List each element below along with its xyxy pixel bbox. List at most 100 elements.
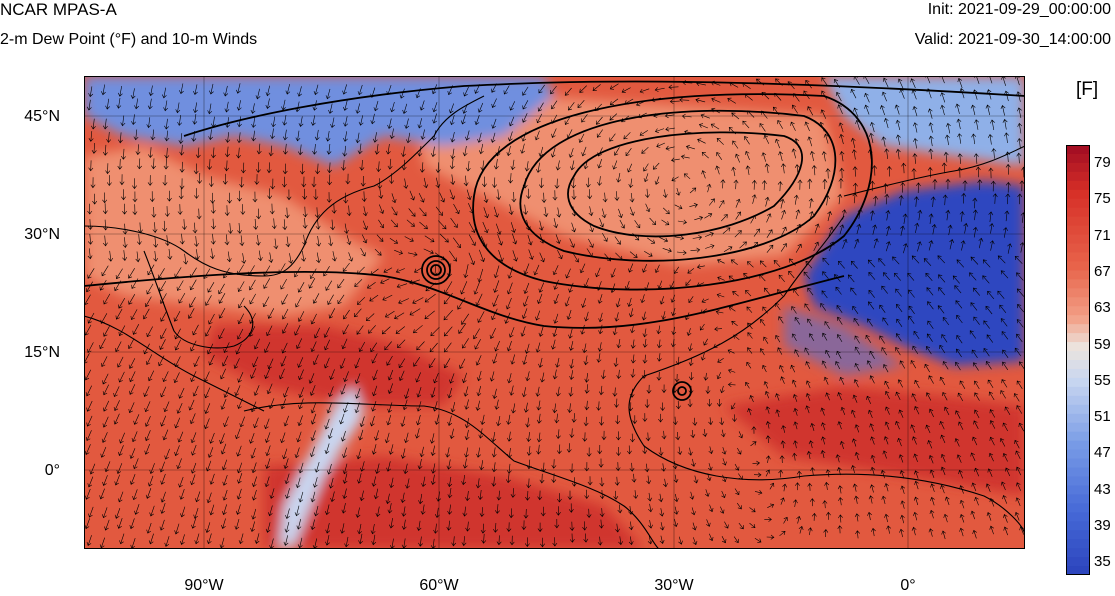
wind-arrow — [678, 536, 683, 545]
wind-arrow — [597, 147, 603, 157]
wind-arrow — [508, 173, 514, 184]
wind-arrow — [679, 97, 690, 103]
colorbar-cell — [1066, 404, 1090, 415]
wind-arrow — [430, 146, 436, 158]
wind-arrow — [614, 398, 619, 408]
wind-arrow — [973, 153, 979, 164]
wind-arrow — [150, 129, 156, 141]
wind-arrow — [851, 149, 857, 160]
wind-arrow — [132, 324, 140, 335]
wind-arrow — [781, 163, 786, 174]
wind-arrow — [838, 122, 844, 133]
wind-arrow — [745, 165, 751, 176]
wind-arrow — [133, 458, 139, 470]
wind-arrow — [179, 233, 185, 245]
wind-arrow — [225, 146, 230, 158]
wind-arrow — [92, 193, 98, 205]
wind-arrow — [942, 316, 950, 326]
wind-arrow — [416, 520, 422, 532]
wind-arrow — [971, 349, 978, 358]
wind-arrow — [899, 360, 906, 369]
wind-arrow — [1004, 132, 1010, 144]
wind-arrow — [387, 383, 393, 394]
wind-arrow — [355, 373, 361, 384]
wind-arrow — [898, 409, 904, 418]
wind-arrow — [969, 272, 977, 281]
wind-arrow — [238, 533, 244, 545]
wind-arrow — [164, 448, 170, 460]
wind-arrow — [765, 421, 771, 429]
wind-arrow — [633, 490, 639, 499]
wind-arrow — [356, 448, 362, 460]
wind-arrow — [450, 402, 456, 413]
wind-arrow — [601, 208, 607, 219]
wind-arrow — [239, 176, 245, 188]
wind-arrow — [609, 113, 618, 121]
wind-arrow — [753, 228, 760, 237]
wind-arrow — [780, 376, 785, 384]
wind-arrow — [610, 283, 616, 293]
wind-arrow — [280, 398, 287, 410]
wind-arrow — [406, 132, 411, 144]
wind-arrow — [178, 476, 184, 488]
wind-arrow — [449, 250, 457, 262]
wind-arrow — [952, 275, 960, 284]
wind-arrow — [644, 282, 650, 292]
wind-arrow — [796, 515, 801, 524]
wind-arrow — [881, 347, 887, 356]
wind-arrow — [687, 268, 695, 274]
colorbar-cell — [1066, 386, 1090, 397]
wind-arrow — [822, 178, 828, 190]
wind-arrow — [691, 458, 696, 467]
wind-arrow — [541, 192, 547, 204]
wind-arrow — [989, 222, 995, 234]
wind-arrow — [613, 357, 619, 368]
wind-arrow — [795, 243, 802, 253]
wind-arrow — [87, 342, 94, 354]
wind-arrow — [179, 144, 185, 156]
wind-arrow — [378, 219, 384, 229]
wind-arrow — [402, 103, 408, 114]
wind-arrow — [193, 84, 198, 95]
wind-arrow — [842, 238, 848, 249]
wind-arrow — [747, 110, 755, 118]
wind-arrow — [239, 235, 245, 247]
wind-arrow — [954, 285, 962, 294]
wind-arrow — [328, 308, 336, 319]
wind-arrow — [538, 220, 544, 231]
wind-arrow — [251, 117, 257, 128]
wind-arrow — [652, 162, 660, 170]
wind-arrow — [584, 384, 590, 394]
wind-arrow — [555, 357, 560, 368]
wind-arrow — [507, 373, 512, 384]
wind-arrow — [856, 223, 862, 234]
wind-arrow — [236, 83, 241, 94]
wind-arrow — [999, 304, 1007, 313]
wind-arrow — [205, 460, 212, 472]
wind-arrow — [449, 189, 455, 200]
wind-arrow — [630, 324, 635, 334]
colorbar-cell — [1066, 216, 1090, 227]
wind-arrow — [689, 491, 695, 500]
wind-arrow — [496, 490, 502, 501]
wind-arrow — [388, 518, 394, 529]
wind-arrow — [248, 279, 256, 291]
wind-arrow — [982, 275, 990, 284]
wind-arrow — [297, 357, 304, 368]
wind-arrow — [791, 104, 798, 114]
wind-arrow — [432, 401, 438, 412]
wind-arrow — [236, 328, 244, 340]
wind-arrow — [522, 295, 529, 307]
wind-arrow — [389, 128, 395, 139]
wind-arrow — [869, 210, 875, 221]
wind-arrow — [599, 477, 605, 487]
wind-arrow — [192, 113, 198, 125]
wind-arrow — [420, 504, 426, 515]
wind-arrow — [696, 81, 706, 87]
wind-arrow — [90, 177, 96, 189]
wind-arrow — [114, 474, 120, 486]
wind-arrow — [193, 102, 198, 114]
wind-arrow — [738, 473, 743, 480]
wind-arrow — [822, 332, 828, 341]
wind-arrow — [764, 390, 770, 399]
